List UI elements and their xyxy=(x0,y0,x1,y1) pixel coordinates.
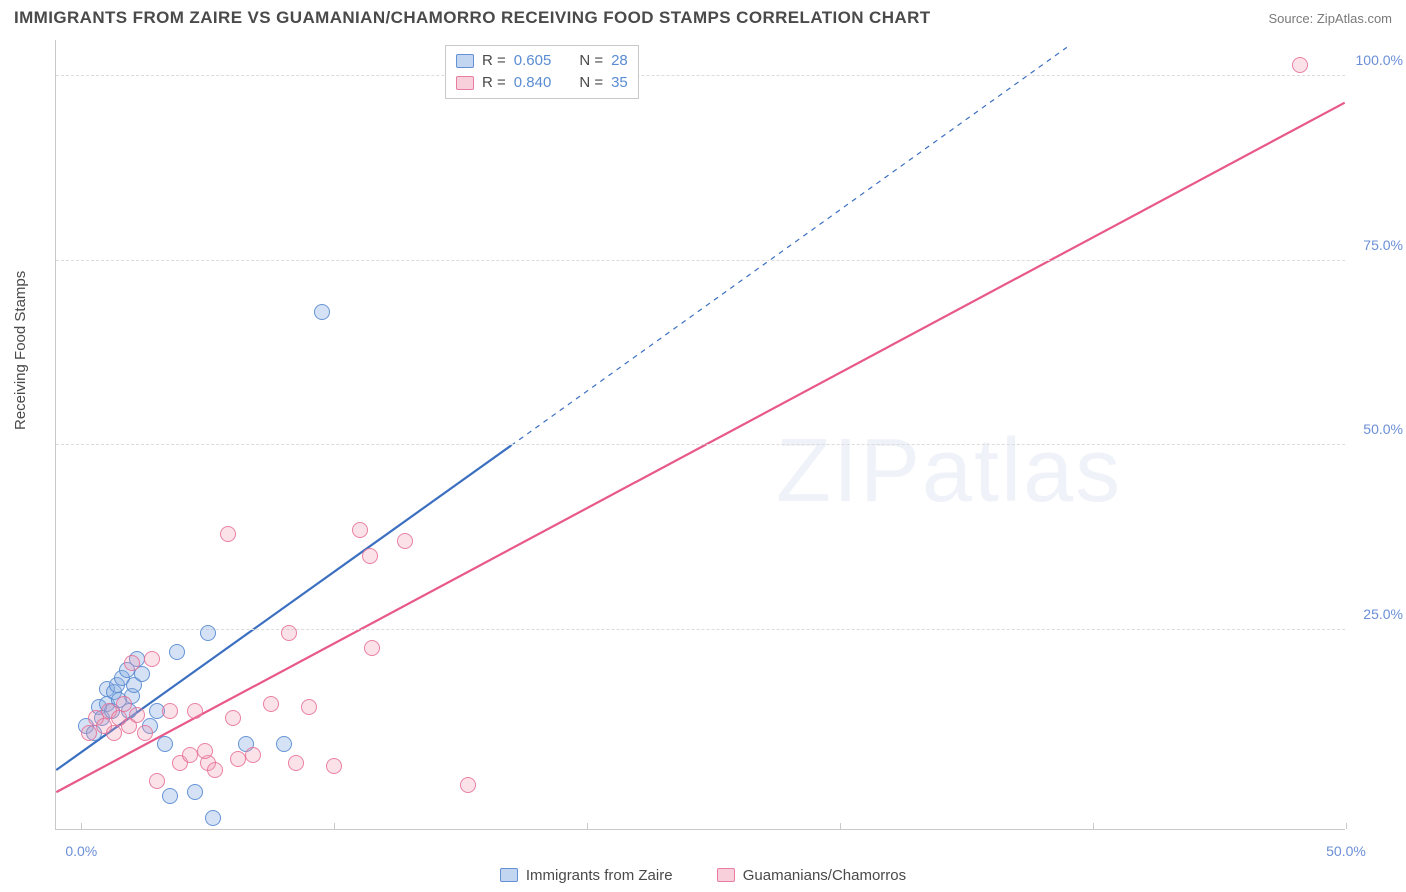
swatch-icon xyxy=(500,868,518,882)
gridline xyxy=(56,444,1345,445)
y-tick-label: 100.0% xyxy=(1356,52,1403,68)
data-point xyxy=(276,736,292,752)
data-point xyxy=(106,725,122,741)
data-point xyxy=(281,625,297,641)
stat-label: N = xyxy=(579,72,603,94)
y-axis-label: Receiving Food Stamps xyxy=(12,271,29,430)
series-legend: Immigrants from Zaire Guamanians/Chamorr… xyxy=(0,867,1406,887)
data-point xyxy=(144,651,160,667)
data-point xyxy=(245,747,261,763)
chart-title: IMMIGRANTS FROM ZAIRE VS GUAMANIAN/CHAMO… xyxy=(14,8,931,28)
y-tick-label: 25.0% xyxy=(1363,606,1403,622)
stat-label: R = xyxy=(482,72,506,94)
data-point xyxy=(263,696,279,712)
plot-area: ZIPatlas R = 0.605 N = 28 R = 0.840 N = … xyxy=(55,40,1345,830)
swatch-icon xyxy=(456,76,474,90)
data-point xyxy=(364,640,380,656)
legend-item: Guamanians/Chamorros xyxy=(717,867,906,884)
data-point xyxy=(81,725,97,741)
swatch-icon xyxy=(456,54,474,68)
data-point xyxy=(124,655,140,671)
gridline xyxy=(56,629,1345,630)
data-point xyxy=(187,784,203,800)
stat-value: 0.840 xyxy=(514,72,552,94)
data-point xyxy=(326,758,342,774)
stat-value: 0.605 xyxy=(514,50,552,72)
data-point xyxy=(314,304,330,320)
data-point xyxy=(182,747,198,763)
stat-label: R = xyxy=(482,50,506,72)
data-point xyxy=(162,703,178,719)
data-point xyxy=(207,762,223,778)
source-label: Source: ZipAtlas.com xyxy=(1268,11,1392,26)
gridline xyxy=(56,75,1345,76)
legend-label: Guamanians/Chamorros xyxy=(743,867,906,884)
gridline xyxy=(56,260,1345,261)
x-tick-label: 0.0% xyxy=(65,843,97,859)
data-point xyxy=(129,707,145,723)
data-point xyxy=(460,777,476,793)
x-tick xyxy=(1346,823,1347,829)
data-point xyxy=(187,703,203,719)
data-point xyxy=(200,625,216,641)
data-point xyxy=(397,533,413,549)
x-tick xyxy=(587,823,588,829)
stat-value: 35 xyxy=(611,72,628,94)
swatch-icon xyxy=(717,868,735,882)
legend-label: Immigrants from Zaire xyxy=(526,867,673,884)
data-point xyxy=(162,788,178,804)
x-tick-label: 50.0% xyxy=(1326,843,1366,859)
legend-item: Immigrants from Zaire xyxy=(500,867,673,884)
x-tick xyxy=(840,823,841,829)
x-tick xyxy=(1093,823,1094,829)
stats-row: R = 0.605 N = 28 xyxy=(456,50,628,72)
data-point xyxy=(362,548,378,564)
stat-label: N = xyxy=(579,50,603,72)
data-point xyxy=(225,710,241,726)
stats-legend: R = 0.605 N = 28 R = 0.840 N = 35 xyxy=(445,45,639,99)
y-tick-label: 50.0% xyxy=(1363,421,1403,437)
data-point xyxy=(169,644,185,660)
data-point xyxy=(197,743,213,759)
x-tick xyxy=(81,823,82,829)
data-point xyxy=(230,751,246,767)
data-point xyxy=(137,725,153,741)
stats-row: R = 0.840 N = 35 xyxy=(456,72,628,94)
x-tick xyxy=(334,823,335,829)
y-tick-label: 75.0% xyxy=(1363,237,1403,253)
watermark: ZIPatlas xyxy=(776,420,1122,523)
data-point xyxy=(157,736,173,752)
stat-value: 28 xyxy=(611,50,628,72)
data-point xyxy=(1292,57,1308,73)
data-point xyxy=(301,699,317,715)
data-point xyxy=(288,755,304,771)
data-point xyxy=(352,522,368,538)
data-point xyxy=(220,526,236,542)
data-point xyxy=(205,810,221,826)
data-point xyxy=(149,773,165,789)
trendlines xyxy=(56,40,1345,829)
